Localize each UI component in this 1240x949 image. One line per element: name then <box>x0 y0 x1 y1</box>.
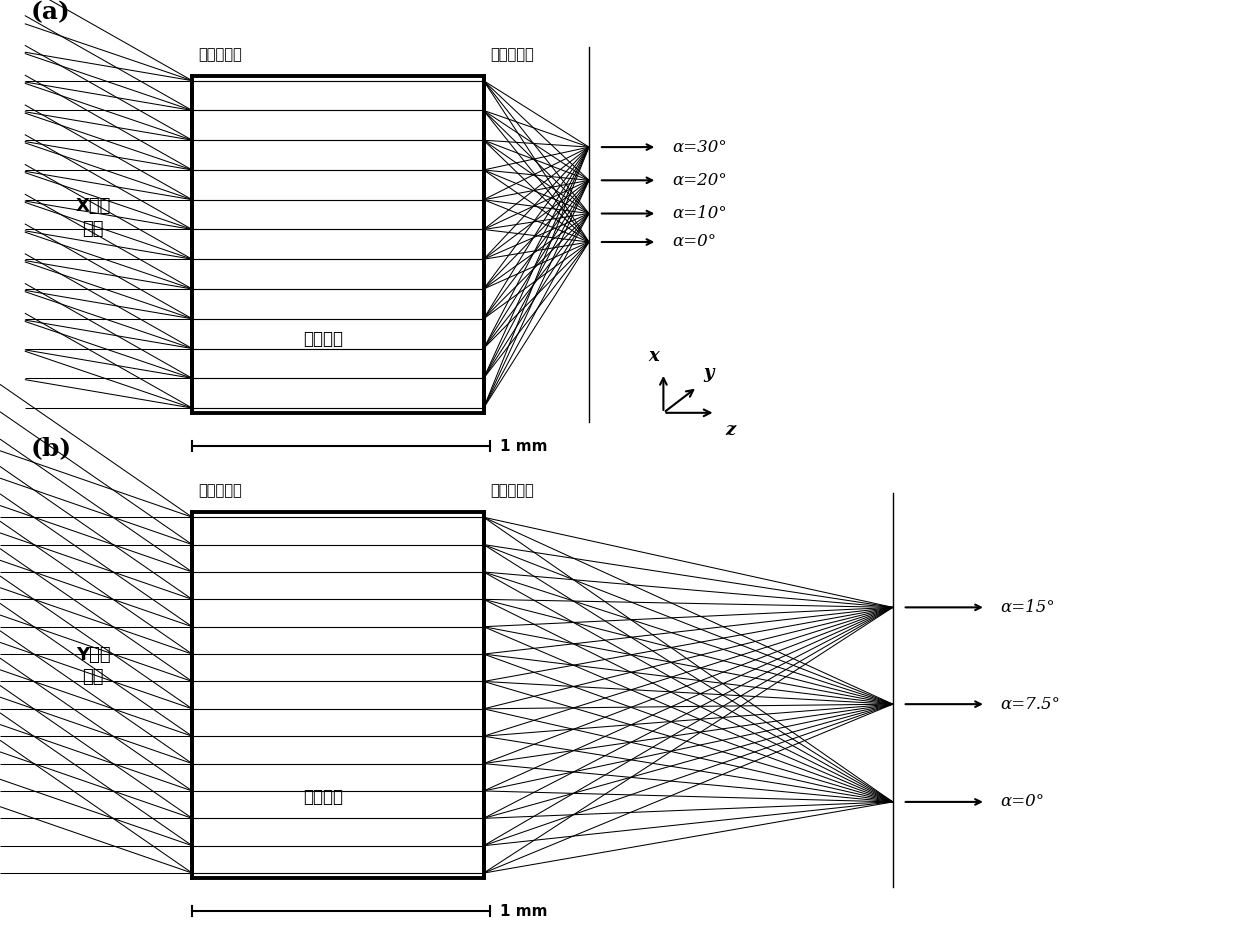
Text: 校正超表面: 校正超表面 <box>198 47 242 62</box>
Text: 1 mm: 1 mm <box>500 438 547 454</box>
Text: α=15°: α=15° <box>1001 599 1055 616</box>
Text: x: x <box>649 347 658 365</box>
Text: α=30°: α=30° <box>672 139 727 156</box>
Text: Y方向
偏振: Y方向 偏振 <box>76 646 110 686</box>
Text: y: y <box>703 364 714 382</box>
Bar <box>192 76 484 413</box>
Text: α=7.5°: α=7.5° <box>1001 696 1060 713</box>
Bar <box>192 512 484 878</box>
Text: 聚焦超表面: 聚焦超表面 <box>490 483 533 498</box>
Text: (a): (a) <box>31 0 71 24</box>
Text: X方向
偏振: X方向 偏振 <box>76 197 110 237</box>
Text: 校正超表面: 校正超表面 <box>198 483 242 498</box>
Text: (b): (b) <box>31 437 72 460</box>
Text: z: z <box>725 420 735 438</box>
Text: 熟融石英: 熟融石英 <box>304 789 343 807</box>
Text: 聚焦超表面: 聚焦超表面 <box>490 47 533 62</box>
Text: 1 mm: 1 mm <box>500 903 547 919</box>
Text: α=20°: α=20° <box>672 172 727 189</box>
Text: 熟融石英: 熟融石英 <box>304 329 343 347</box>
Text: α=10°: α=10° <box>672 205 727 222</box>
Text: α=0°: α=0° <box>1001 793 1045 810</box>
Text: α=0°: α=0° <box>672 233 717 251</box>
